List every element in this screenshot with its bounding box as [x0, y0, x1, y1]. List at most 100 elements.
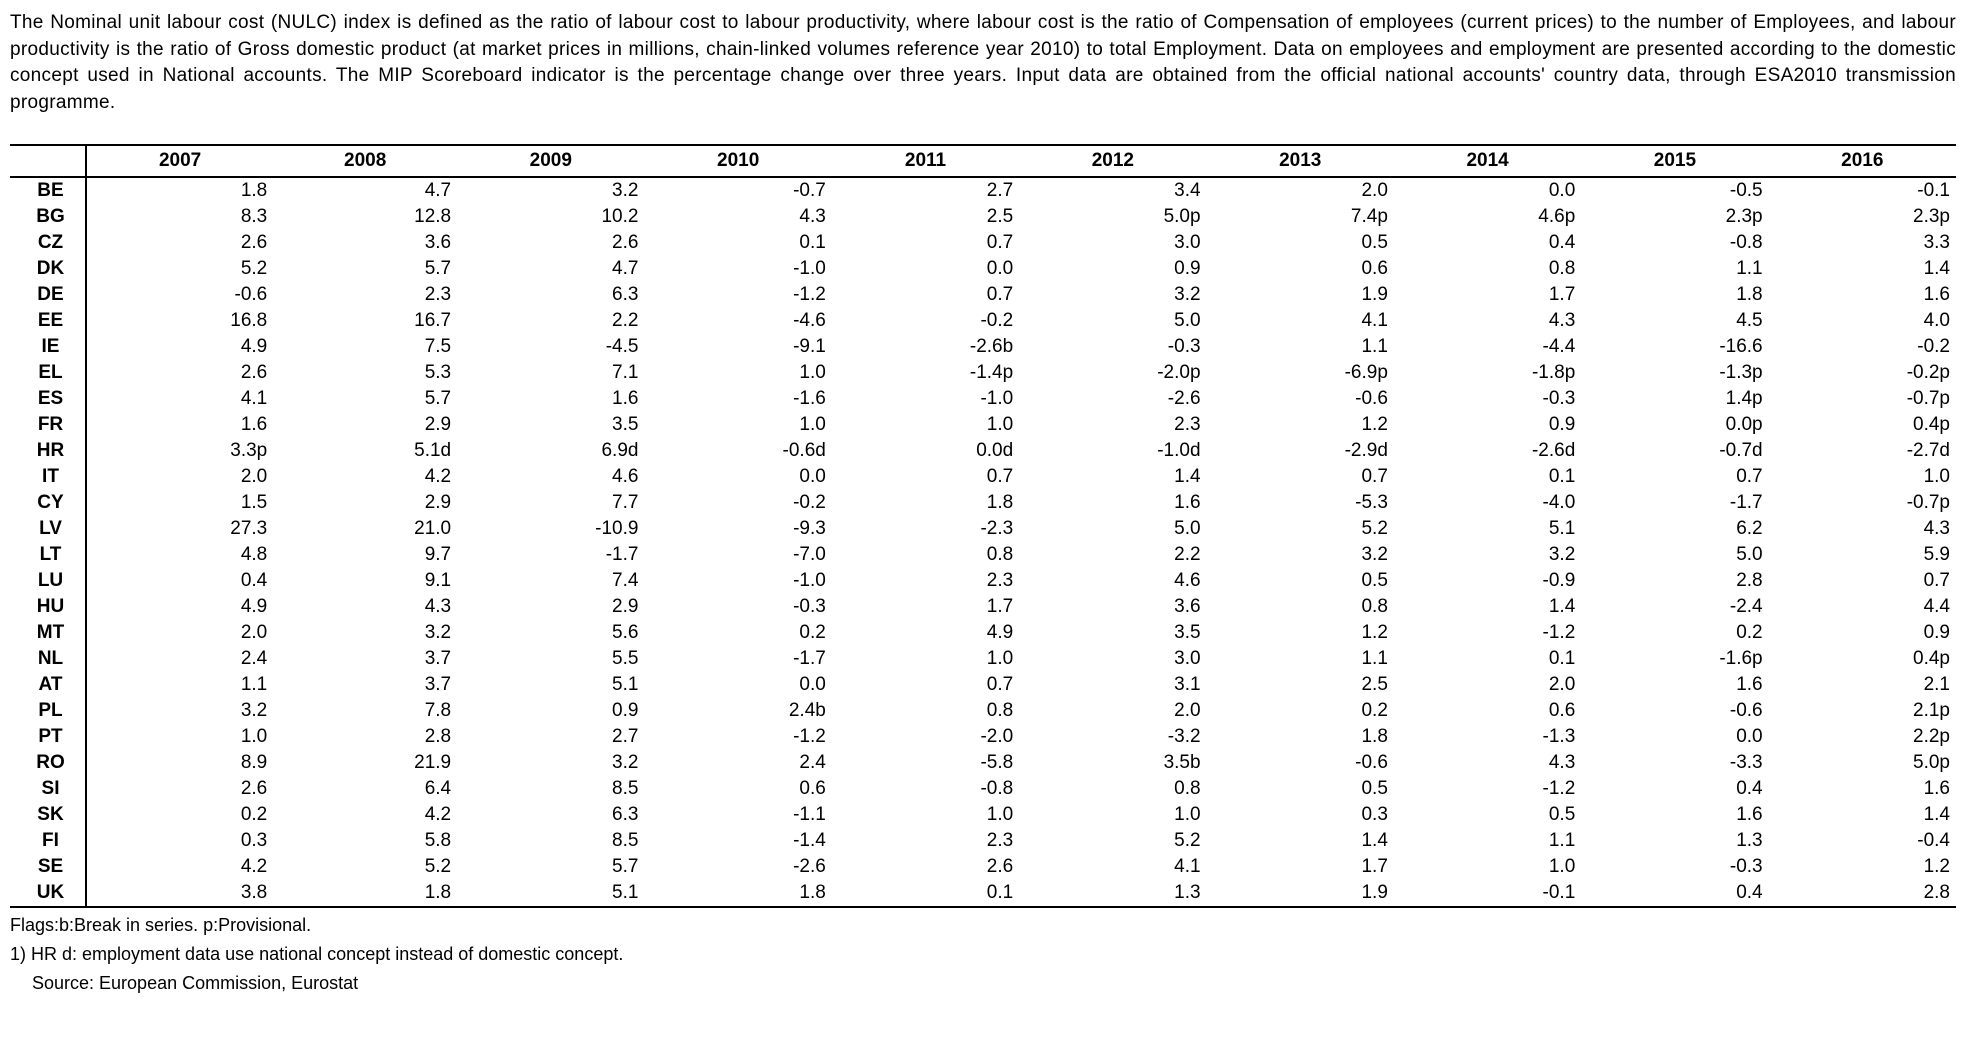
data-cell: -0.6 [1581, 698, 1768, 724]
data-cell: 3.2 [1394, 542, 1581, 568]
data-cell: -0.7 [644, 177, 831, 204]
data-cell: 0.7 [832, 672, 1019, 698]
data-cell: 4.2 [273, 802, 457, 828]
data-cell: 3.5b [1019, 750, 1206, 776]
data-cell: 2.1p [1769, 698, 1956, 724]
data-cell: 0.7 [832, 464, 1019, 490]
data-cell: 2.2 [457, 308, 644, 334]
table-row: IT2.04.24.60.00.71.40.70.10.71.0 [10, 464, 1956, 490]
table-row: PL3.27.80.92.4b0.82.00.20.6-0.62.1p [10, 698, 1956, 724]
data-cell: 3.6 [273, 230, 457, 256]
data-cell: 21.0 [273, 516, 457, 542]
data-cell: -0.9 [1394, 568, 1581, 594]
data-cell: 1.0 [1394, 854, 1581, 880]
data-cell: 1.4 [1769, 802, 1956, 828]
data-cell: 1.0 [1769, 464, 1956, 490]
country-code: CZ [10, 230, 86, 256]
data-cell: -2.6 [1019, 386, 1206, 412]
data-cell: 1.5 [86, 490, 273, 516]
data-cell: 1.6 [1019, 490, 1206, 516]
data-cell: 1.0 [1019, 802, 1206, 828]
country-code: FI [10, 828, 86, 854]
data-cell: 0.4p [1769, 412, 1956, 438]
data-cell: 6.3 [457, 802, 644, 828]
data-cell: 3.1 [1019, 672, 1206, 698]
data-cell: 0.6 [644, 776, 831, 802]
table-row: AT1.13.75.10.00.73.12.52.01.62.1 [10, 672, 1956, 698]
data-cell: 27.3 [86, 516, 273, 542]
country-code: AT [10, 672, 86, 698]
data-cell: -1.1 [644, 802, 831, 828]
header-year: 2012 [1019, 145, 1206, 177]
data-cell: 1.4p [1581, 386, 1768, 412]
data-cell: 0.0 [644, 464, 831, 490]
data-cell: 1.4 [1394, 594, 1581, 620]
data-cell: -0.7p [1769, 386, 1956, 412]
data-cell: 21.9 [273, 750, 457, 776]
data-cell: -2.9d [1207, 438, 1394, 464]
data-cell: 2.8 [273, 724, 457, 750]
data-cell: 0.5 [1207, 230, 1394, 256]
data-cell: 1.8 [1581, 282, 1768, 308]
data-cell: 0.1 [644, 230, 831, 256]
data-cell: 1.6 [86, 412, 273, 438]
data-cell: 6.4 [273, 776, 457, 802]
data-cell: 5.0p [1769, 750, 1956, 776]
data-cell: -1.0 [644, 256, 831, 282]
data-cell: 4.6p [1394, 204, 1581, 230]
data-cell: -0.2 [1769, 334, 1956, 360]
data-cell: 0.2 [86, 802, 273, 828]
data-cell: 1.6 [1581, 672, 1768, 698]
table-row: BE1.84.73.2-0.72.73.42.00.0-0.5-0.1 [10, 177, 1956, 204]
data-cell: 0.2 [1207, 698, 1394, 724]
data-cell: 3.2 [1207, 542, 1394, 568]
data-cell: 0.9 [457, 698, 644, 724]
data-cell: 1.1 [86, 672, 273, 698]
data-cell: 0.0d [832, 438, 1019, 464]
table-row: FR1.62.93.51.01.02.31.20.90.0p0.4p [10, 412, 1956, 438]
table-header-row: 2007200820092010201120122013201420152016 [10, 145, 1956, 177]
data-cell: 3.2 [1019, 282, 1206, 308]
data-cell: 1.1 [1581, 256, 1768, 282]
table-row: DE-0.62.36.3-1.20.73.21.91.71.81.6 [10, 282, 1956, 308]
country-code: UK [10, 880, 86, 907]
table-row: LV27.321.0-10.9-9.3-2.35.05.25.16.24.3 [10, 516, 1956, 542]
data-cell: 0.0p [1581, 412, 1768, 438]
data-cell: -16.6 [1581, 334, 1768, 360]
country-code: BG [10, 204, 86, 230]
country-code: BE [10, 177, 86, 204]
data-cell: 4.7 [273, 177, 457, 204]
data-cell: 16.7 [273, 308, 457, 334]
data-cell: -1.6p [1581, 646, 1768, 672]
data-cell: 2.3 [273, 282, 457, 308]
data-cell: 0.8 [832, 542, 1019, 568]
country-code: DK [10, 256, 86, 282]
table-row: IE4.97.5-4.5-9.1-2.6b-0.31.1-4.4-16.6-0.… [10, 334, 1956, 360]
data-cell: 1.0 [832, 802, 1019, 828]
data-cell: 1.3 [1019, 880, 1206, 907]
data-cell: 5.5 [457, 646, 644, 672]
data-cell: 2.3 [832, 568, 1019, 594]
data-cell: -5.3 [1207, 490, 1394, 516]
data-cell: 4.9 [86, 594, 273, 620]
country-code: HR [10, 438, 86, 464]
data-cell: 5.3 [273, 360, 457, 386]
data-cell: 2.5 [1207, 672, 1394, 698]
data-cell: 0.6 [1207, 256, 1394, 282]
data-cell: -1.7 [644, 646, 831, 672]
data-cell: 0.1 [832, 880, 1019, 907]
data-cell: 3.6 [1019, 594, 1206, 620]
description-text: The Nominal unit labour cost (NULC) inde… [10, 10, 1956, 116]
country-code: SI [10, 776, 86, 802]
data-cell: 0.8 [1207, 594, 1394, 620]
data-cell: 7.8 [273, 698, 457, 724]
data-cell: 1.1 [1394, 828, 1581, 854]
data-cell: -6.9p [1207, 360, 1394, 386]
data-cell: 5.7 [273, 256, 457, 282]
data-cell: -0.5 [1581, 177, 1768, 204]
data-cell: 2.4 [86, 646, 273, 672]
data-cell: -2.7d [1769, 438, 1956, 464]
data-cell: 2.0 [1207, 177, 1394, 204]
data-cell: 0.4 [86, 568, 273, 594]
data-cell: 3.7 [273, 672, 457, 698]
